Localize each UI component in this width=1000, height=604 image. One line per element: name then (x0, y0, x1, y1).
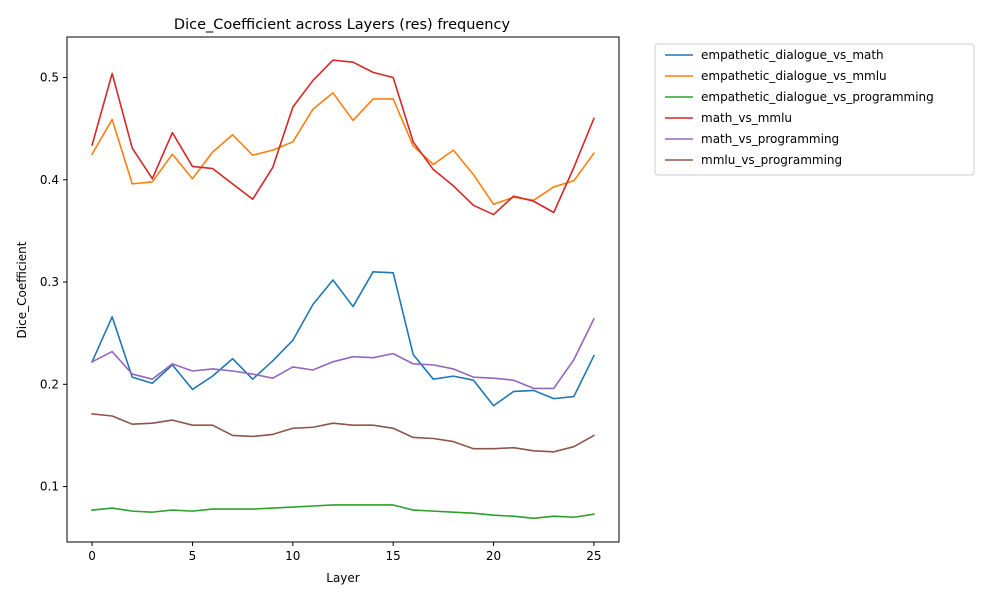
x-tick-label: 0 (88, 549, 96, 563)
series-lines (90, 59, 596, 520)
y-axis: 0.1 0.2 0.3 0.4 0.5 (40, 70, 67, 494)
x-tick-label: 5 (189, 549, 197, 563)
series-line-empathetic-dialogue-vs-math (91, 271, 595, 407)
x-axis-label: Layer (326, 571, 360, 585)
legend-label: math_vs_mmlu (701, 111, 792, 125)
chart-title: Dice_Coefficient across Layers (res) fre… (174, 17, 511, 33)
x-tick-label: 20 (486, 549, 501, 563)
legend-label: mmlu_vs_programming (701, 153, 842, 167)
y-tick-label: 0.3 (40, 275, 59, 289)
y-tick-label: 0.4 (40, 173, 59, 187)
legend-label: empathetic_dialogue_vs_math (701, 48, 884, 62)
legend-box (654, 43, 975, 176)
y-tick-label: 0.5 (40, 70, 59, 84)
x-tick-label: 10 (285, 549, 300, 563)
legend-label: math_vs_programming (701, 132, 839, 146)
y-tick-label: 0.1 (40, 480, 59, 494)
series-line-empathetic-dialogue-vs-mmlu (90, 92, 596, 206)
x-tick-label: 25 (586, 549, 601, 563)
series-line-math-vs-programming (91, 317, 595, 390)
legend: empathetic_dialogue_vs_math empathetic_di… (654, 43, 975, 176)
x-axis: 0 5 10 15 20 25 (88, 542, 602, 563)
series-line-empathetic-dialogue-vs-programming (91, 504, 595, 520)
legend-label: empathetic_dialogue_vs_programming (701, 90, 934, 104)
legend-label: empathetic_dialogue_vs_mmlu (701, 69, 887, 83)
series-line-mmlu-vs-programming (91, 413, 595, 453)
y-tick-label: 0.2 (40, 377, 59, 391)
plot-frame (66, 36, 620, 543)
y-axis-label: Dice_Coefficient (15, 241, 29, 338)
series-line-math-vs-mmlu (91, 59, 595, 216)
x-tick-label: 15 (386, 549, 401, 563)
